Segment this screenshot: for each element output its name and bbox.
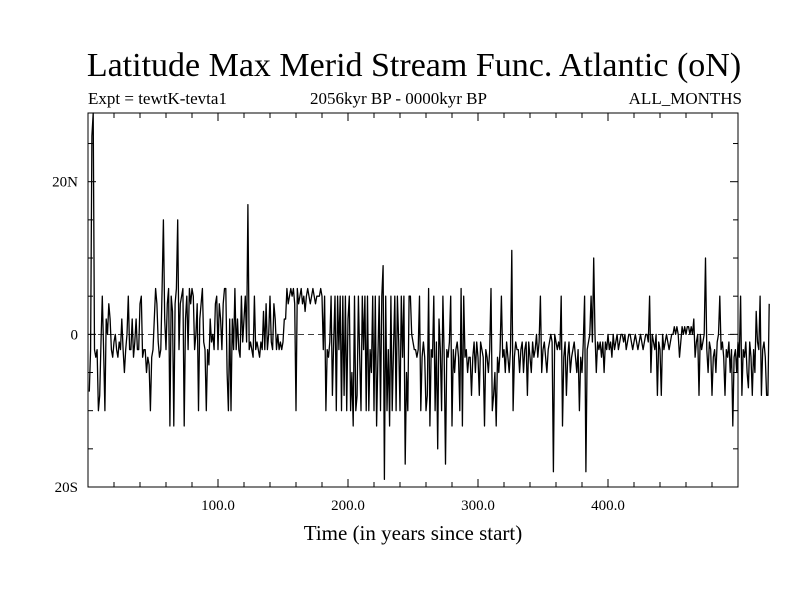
x-axis-label: Time (in years since start) — [304, 521, 523, 545]
x-tick-label: 300.0 — [461, 498, 495, 514]
x-tick-label: 400.0 — [591, 498, 625, 514]
time-range-label: 2056kyr BP - 0000kyr BP — [310, 89, 487, 108]
x-tick-label: 200.0 — [331, 498, 365, 514]
series-line — [88, 112, 770, 481]
experiment-label: Expt = tewtK-tevta1 — [88, 89, 227, 108]
tick-labels: 100.0 200.0 300.0 400.0 20S 0 20N — [52, 175, 625, 514]
y-tick-label: 0 — [71, 327, 79, 343]
x-tick-label: 100.0 — [201, 498, 235, 514]
chart-title: Latitude Max Merid Stream Func. Atlantic… — [86, 47, 742, 84]
months-label: ALL_MONTHS — [628, 89, 742, 108]
y-tick-label: 20S — [55, 480, 78, 496]
y-tick-label: 20N — [52, 175, 78, 191]
plot-frame — [87, 112, 739, 488]
tick-marks — [88, 113, 738, 488]
